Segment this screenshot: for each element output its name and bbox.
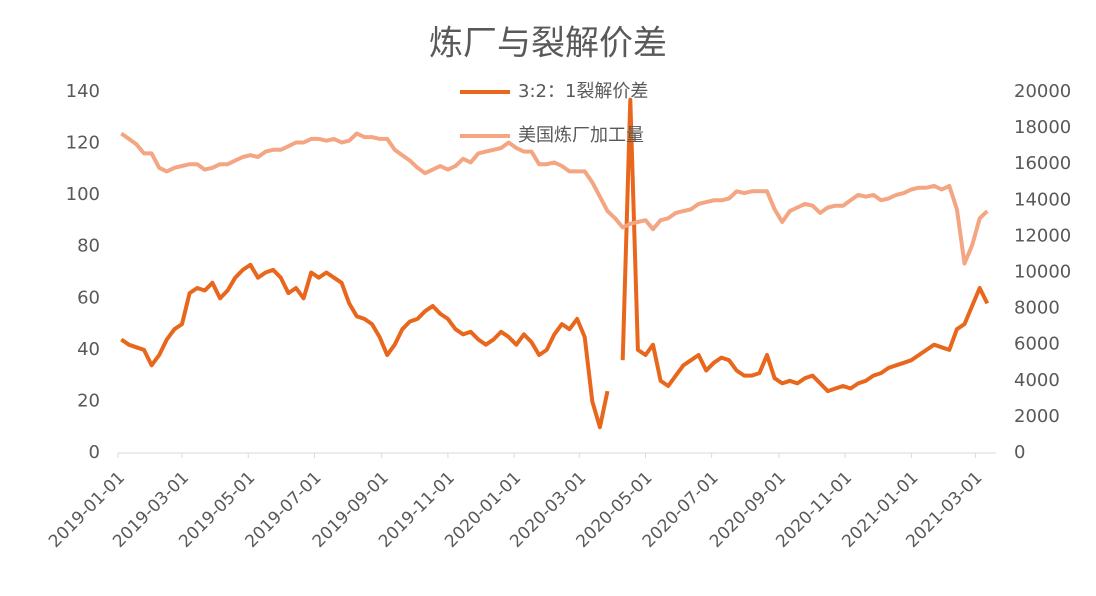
y-tick-label: 120 bbox=[66, 133, 100, 154]
y2-tick-label: 14000 bbox=[1014, 189, 1071, 210]
y-tick-label: 20 bbox=[77, 390, 100, 411]
y2-tick-label: 16000 bbox=[1014, 153, 1071, 174]
y2-tick-label: 8000 bbox=[1014, 298, 1060, 319]
y2-tick-label: 4000 bbox=[1014, 370, 1060, 391]
y-tick-label: 0 bbox=[89, 442, 100, 463]
y-tick-label: 60 bbox=[77, 287, 100, 308]
y2-tick-label: 12000 bbox=[1014, 225, 1071, 246]
y2-tick-label: 10000 bbox=[1014, 262, 1071, 283]
y2-tick-label: 18000 bbox=[1014, 117, 1071, 138]
y-tick-label: 80 bbox=[77, 236, 100, 257]
y-tick-label: 100 bbox=[66, 184, 100, 205]
chart-title: 炼厂与裂解价差 bbox=[429, 24, 667, 64]
y-tick-label: 140 bbox=[66, 81, 100, 102]
legend-label: 美国炼厂加工量 bbox=[518, 125, 644, 146]
y-tick-label: 40 bbox=[77, 339, 100, 360]
y2-tick-label: 0 bbox=[1014, 442, 1025, 463]
data-line bbox=[120, 97, 990, 430]
y2-tick-label: 20000 bbox=[1014, 81, 1071, 102]
y2-tick-label: 6000 bbox=[1014, 334, 1060, 355]
y2-tick-label: 2000 bbox=[1014, 406, 1060, 427]
legend-label: 3:2：1裂解价差 bbox=[518, 81, 648, 102]
data-line bbox=[120, 131, 989, 266]
